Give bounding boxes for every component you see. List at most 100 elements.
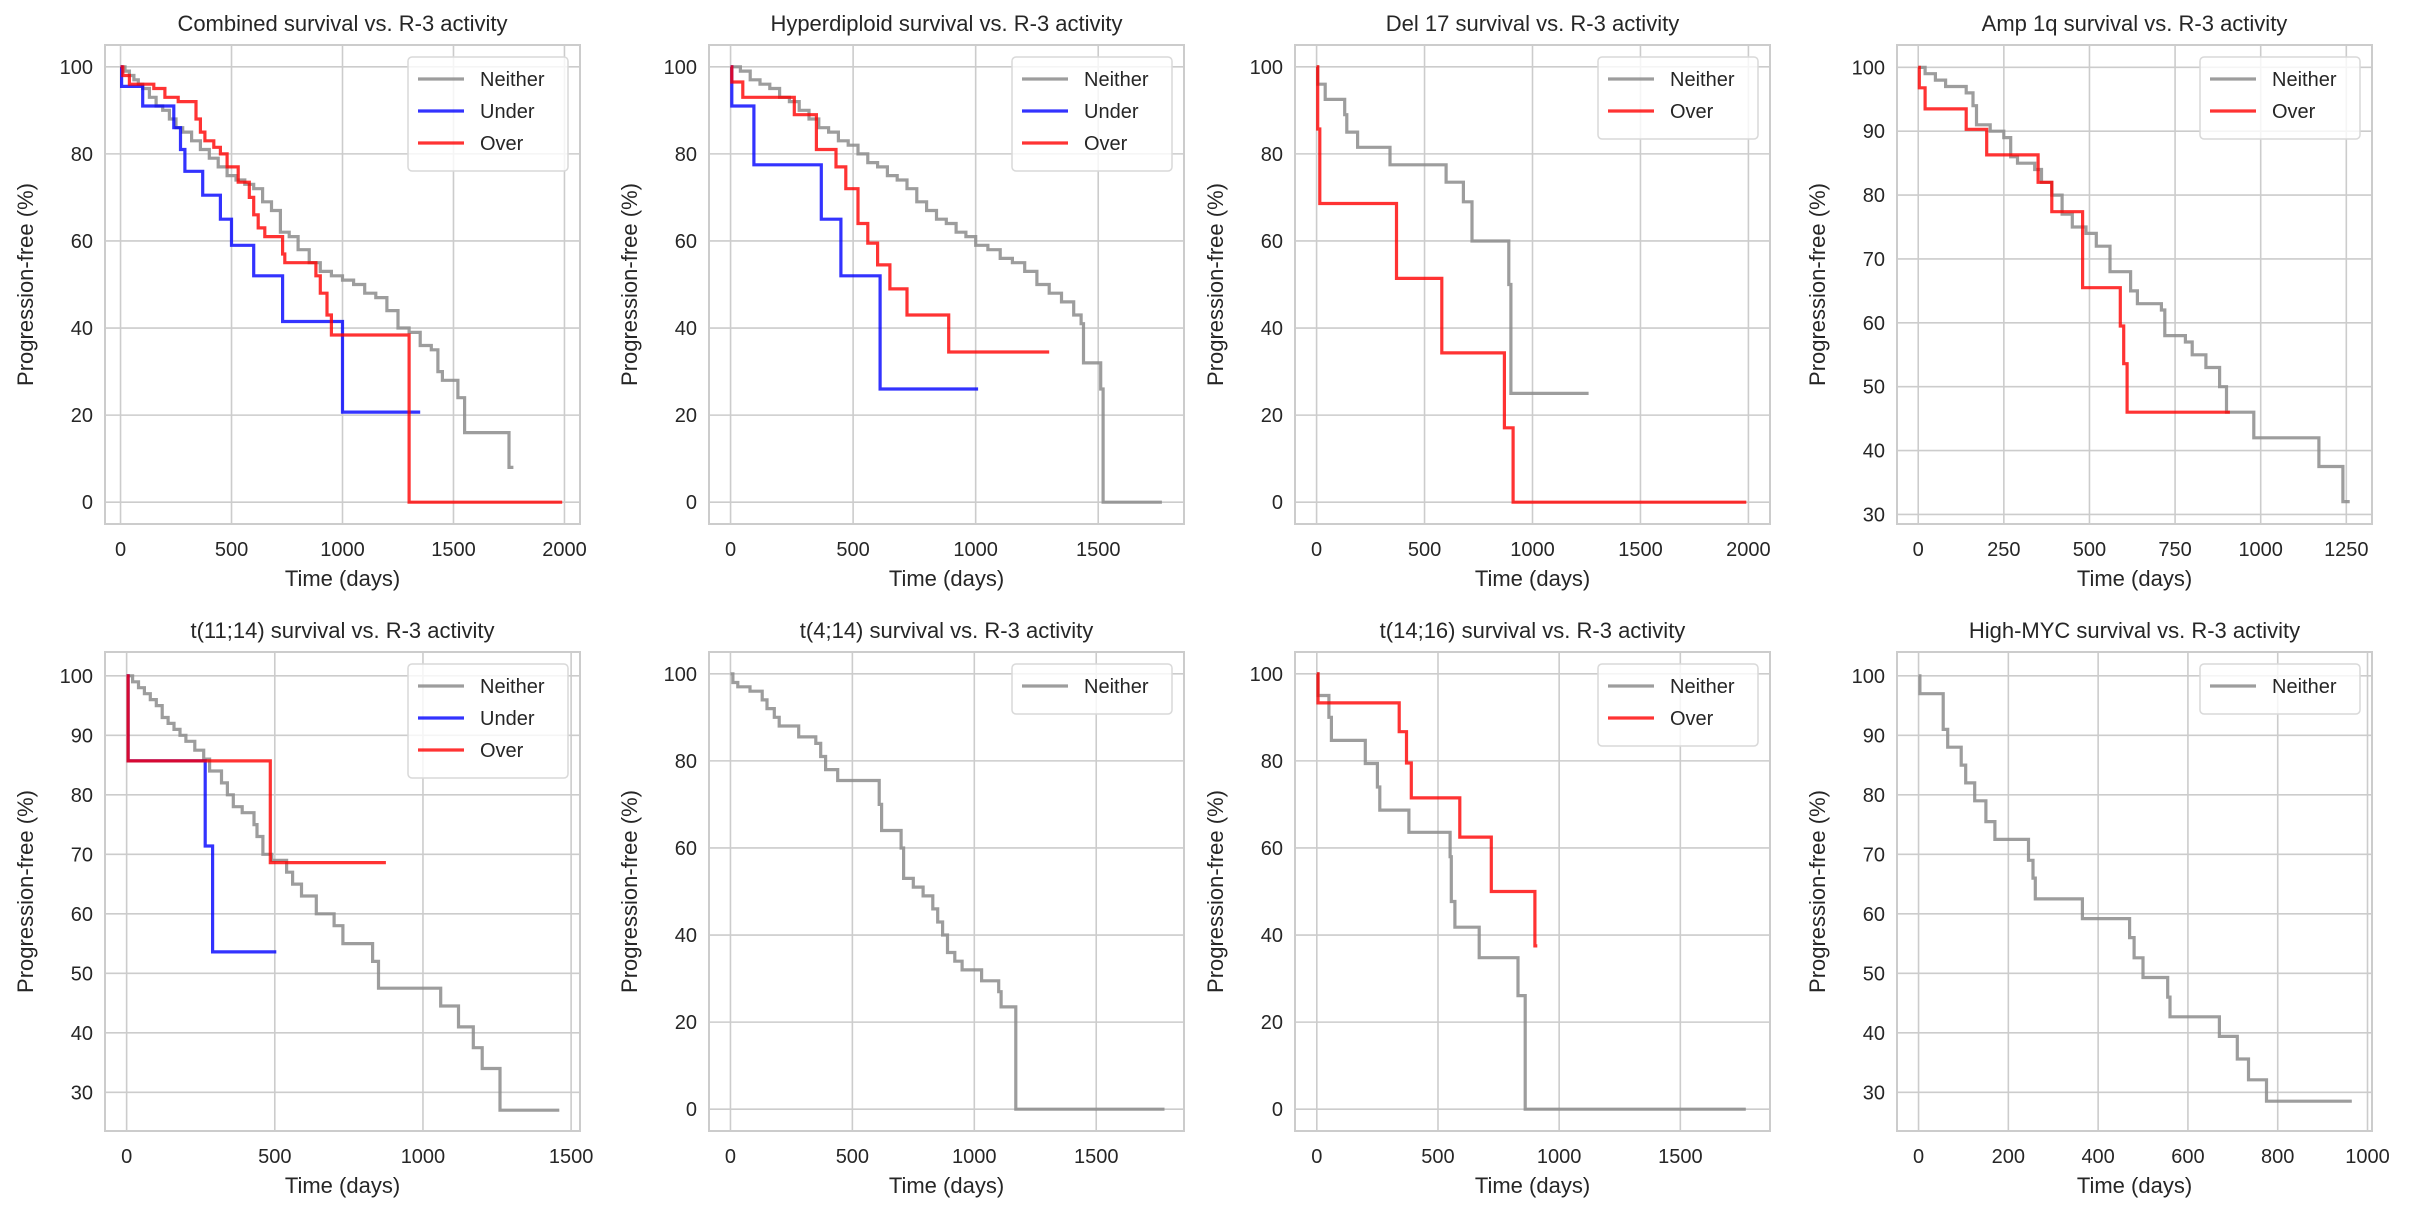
series-line-neither (1316, 672, 1746, 1111)
legend-label-neither: Neither (1084, 676, 1149, 698)
series-line-over (120, 65, 563, 504)
x-axis-label: Time (days) (2077, 1173, 2192, 1198)
axes-frame (104, 44, 581, 525)
y-tick-label: 20 (675, 405, 697, 427)
subplot-title: Combined survival vs. R-3 activity (177, 11, 507, 36)
x-tick-label: 1000 (1510, 539, 1555, 561)
x-tick-label: 0 (725, 539, 736, 561)
legend-label-over: Over (1670, 101, 1714, 123)
legend-label-neither: Neither (2272, 69, 2337, 91)
y-tick-label: 40 (675, 925, 697, 947)
subplot-title: Amp 1q survival vs. R-3 activity (1982, 11, 2288, 36)
y-tick-label: 60 (71, 231, 93, 253)
legend-box (2199, 663, 2361, 715)
axes-frame (1896, 651, 2373, 1132)
y-tick-label: 0 (1272, 492, 1283, 514)
y-tick-label: 70 (71, 844, 93, 866)
y-tick-label: 90 (71, 725, 93, 747)
x-tick-label: 400 (2081, 1146, 2114, 1168)
y-tick-label: 100 (664, 664, 697, 686)
subplot-3: 0 500 1000 1500 2000 0 20 40 60 80 100 Del 17 survi… (1203, 11, 1771, 591)
y-tick-label: 100 (60, 57, 93, 79)
x-tick-label: 0 (115, 539, 126, 561)
axes-frame (1294, 651, 1771, 1132)
y-tick-label: 0 (686, 1099, 697, 1121)
y-tick-label: 70 (1863, 249, 1885, 271)
y-tick-label: 80 (1261, 144, 1283, 166)
y-tick-label: 0 (1272, 1099, 1283, 1121)
subplot-title: t(11;14) survival vs. R-3 activity (190, 618, 494, 643)
x-tick-label: 0 (1913, 539, 1924, 561)
axes-frame (1294, 44, 1771, 525)
axes-frame (708, 651, 1185, 1132)
y-tick-label: 80 (1261, 751, 1283, 773)
y-axis-label: Progression-free (%) (617, 790, 642, 993)
series-line-neither (1316, 65, 1589, 395)
x-tick-label: 1500 (431, 539, 476, 561)
legend-label-neither: Neither (480, 676, 545, 698)
subplot-7: 0 500 1000 1500 0 20 40 60 80 100 t(14;16) surviva… (1203, 618, 1771, 1198)
subplot-title: t(14;16) survival vs. R-3 activity (1380, 618, 1686, 643)
x-axis-label: Time (days) (285, 566, 400, 591)
x-tick-label: 1000 (401, 1146, 446, 1168)
legend: Neither Over (1597, 663, 1759, 747)
y-tick-label: 40 (71, 318, 93, 340)
legend-label-neither: Neither (2272, 676, 2337, 698)
x-tick-label: 0 (121, 1146, 132, 1168)
legend-label-neither: Neither (1084, 69, 1149, 91)
legend: Neither Over (2199, 56, 2361, 140)
x-tick-label: 0 (1311, 1146, 1322, 1168)
y-tick-label: 40 (1863, 441, 1885, 463)
subplot-title: t(4;14) survival vs. R-3 activity (800, 618, 1093, 643)
y-tick-label: 100 (1250, 57, 1283, 79)
y-tick-label: 80 (1863, 785, 1885, 807)
x-tick-label: 200 (1992, 1146, 2025, 1168)
x-tick-label: 1500 (1076, 539, 1121, 561)
y-tick-label: 100 (1852, 57, 1885, 79)
y-tick-label: 60 (675, 838, 697, 860)
legend-label-under: Under (480, 708, 535, 730)
y-tick-label: 70 (1863, 844, 1885, 866)
legend: Neither (2199, 663, 2361, 715)
y-tick-label: 30 (1863, 504, 1885, 526)
y-axis-label: Progression-free (%) (1203, 183, 1228, 386)
subplot-8: 0 200 400 600 800 1000 30 40 50 60 70 80 90 100 High-M… (1805, 618, 2390, 1198)
x-tick-label: 500 (215, 539, 248, 561)
x-axis-label: Time (days) (1475, 1173, 1590, 1198)
y-tick-label: 40 (1863, 1023, 1885, 1045)
y-tick-label: 90 (1863, 725, 1885, 747)
x-tick-label: 1500 (1074, 1146, 1119, 1168)
y-tick-label: 60 (71, 904, 93, 926)
y-tick-label: 20 (675, 1012, 697, 1034)
series-line-neither (1918, 65, 2350, 504)
legend-label-neither: Neither (480, 69, 545, 91)
x-tick-label: 0 (1311, 539, 1322, 561)
legend-label-under: Under (480, 101, 535, 123)
x-tick-label: 1500 (1658, 1146, 1703, 1168)
subplot-5: 0 500 1000 1500 30 40 50 60 70 80 90 100 t(11;14) su… (13, 618, 593, 1198)
x-tick-label: 600 (2171, 1146, 2204, 1168)
y-tick-label: 40 (1261, 925, 1283, 947)
legend-label-over: Over (1670, 708, 1714, 730)
y-tick-label: 80 (675, 144, 697, 166)
x-tick-label: 1000 (952, 1146, 997, 1168)
series-line-under (120, 65, 421, 414)
y-axis-label: Progression-free (%) (1203, 790, 1228, 993)
x-tick-label: 2000 (542, 539, 587, 561)
legend: Neither Under Over (407, 663, 569, 779)
y-axis-label: Progression-free (%) (1805, 790, 1830, 993)
y-tick-label: 40 (1261, 318, 1283, 340)
y-tick-label: 0 (686, 492, 697, 514)
y-tick-label: 20 (71, 405, 93, 427)
series-line-neither (126, 674, 560, 1112)
legend-box (1011, 663, 1173, 715)
y-axis-label: Progression-free (%) (13, 790, 38, 993)
series-line-neither (730, 65, 1162, 504)
x-axis-label: Time (days) (1475, 566, 1590, 591)
x-tick-label: 1000 (953, 539, 998, 561)
axes-frame (1896, 44, 2373, 525)
legend-label-over: Over (1084, 133, 1128, 155)
y-tick-label: 60 (675, 231, 697, 253)
x-axis-label: Time (days) (285, 1173, 400, 1198)
legend: Neither Under Over (407, 56, 569, 172)
